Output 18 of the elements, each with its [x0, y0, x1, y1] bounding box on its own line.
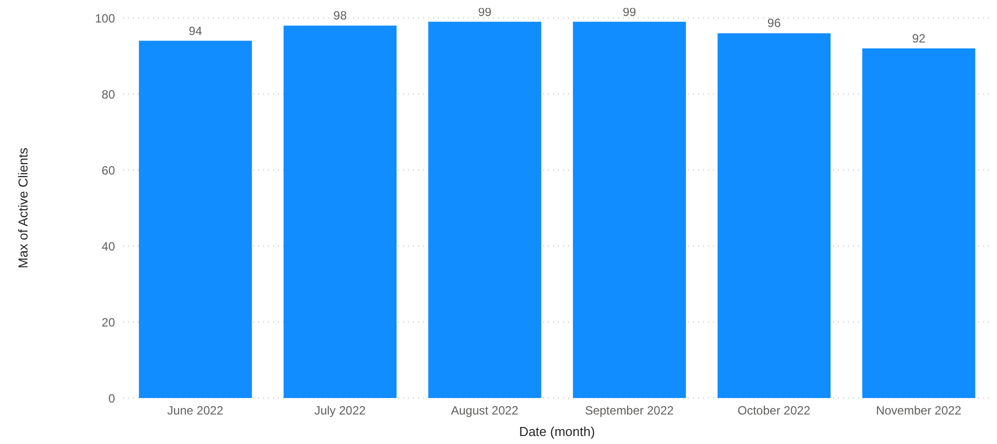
- data-label: 94: [188, 24, 202, 38]
- x-tick-label: September 2022: [584, 404, 674, 418]
- y-tick-label: 20: [102, 315, 116, 330]
- x-tick-label: November 2022: [876, 404, 962, 418]
- data-label: 96: [767, 16, 782, 30]
- y-tick-label: 40: [102, 239, 116, 254]
- x-tick-label: June 2022: [167, 404, 224, 418]
- data-label: 92: [912, 31, 926, 46]
- y-tick-label: 0: [108, 391, 116, 406]
- y-axis-title: Max of Active Clients: [16, 147, 31, 268]
- x-axis-title: Date (month): [519, 424, 595, 439]
- x-tick-label: July 2022: [314, 404, 366, 418]
- data-label: 98: [333, 8, 348, 23]
- x-tick-label: August 2022: [450, 404, 519, 418]
- y-tick-label: 60: [102, 163, 116, 178]
- y-tick-label: 80: [102, 87, 116, 102]
- y-tick-label: 100: [94, 11, 116, 26]
- x-tick-label: October 2022: [738, 404, 811, 418]
